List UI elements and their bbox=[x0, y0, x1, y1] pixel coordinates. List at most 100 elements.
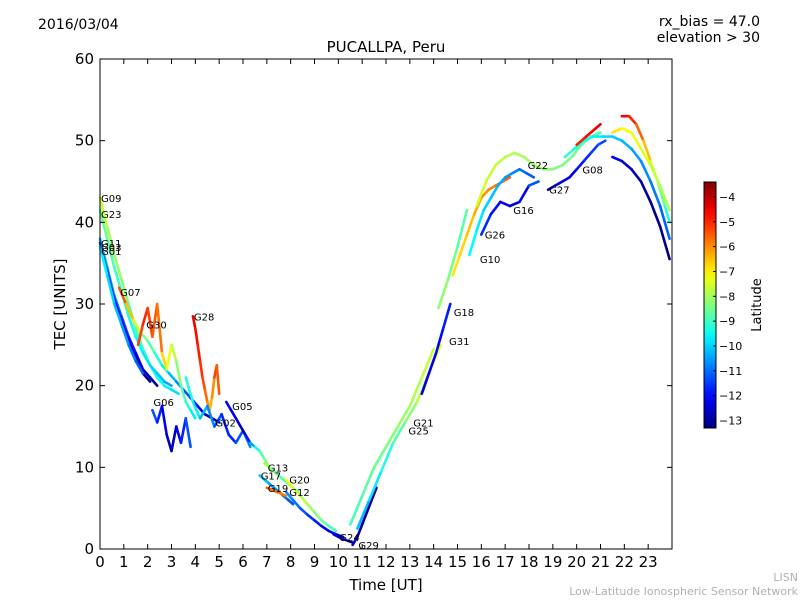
colorbar-tick-label: −13 bbox=[719, 415, 742, 428]
x-tick-label: 18 bbox=[519, 553, 538, 571]
trace-segment bbox=[113, 298, 123, 322]
trace-segment bbox=[634, 123, 645, 142]
trace-segment bbox=[291, 486, 302, 498]
colorbar-tick-label: −6 bbox=[719, 241, 735, 254]
trace-segment bbox=[196, 343, 202, 363]
trace-segment bbox=[117, 286, 128, 306]
prn-label: G03 bbox=[101, 243, 121, 254]
trace-segment bbox=[134, 359, 145, 375]
trace-segment bbox=[649, 163, 662, 187]
trace-segment bbox=[124, 302, 135, 322]
colorbar-tick-label: −5 bbox=[719, 216, 735, 229]
trace-segment bbox=[391, 421, 407, 445]
y-tick-label: 0 bbox=[84, 540, 94, 558]
trace-segment bbox=[160, 404, 168, 437]
trace-segment bbox=[499, 200, 512, 208]
trace-segment bbox=[649, 200, 662, 228]
colorbar-tick-label: −10 bbox=[719, 340, 742, 353]
trace-segment bbox=[184, 416, 192, 449]
x-axis-label: Time [UT] bbox=[348, 576, 422, 594]
series-G26 bbox=[468, 168, 536, 257]
prn-label: G26 bbox=[485, 231, 505, 242]
trace-segment bbox=[198, 404, 209, 420]
y-tick-label: 40 bbox=[75, 213, 94, 231]
trace-segment bbox=[630, 168, 643, 183]
trace-segment bbox=[639, 147, 652, 167]
x-tick-label: 17 bbox=[496, 553, 515, 571]
y-tick-label: 20 bbox=[75, 377, 94, 395]
trace-segment bbox=[148, 376, 159, 388]
prn-label: G09 bbox=[101, 194, 121, 205]
x-tick-label: 16 bbox=[472, 553, 491, 571]
credit-text: LISN Low-Latitude Ionospheric Sensor Net… bbox=[569, 571, 798, 599]
series-G18 bbox=[437, 208, 469, 310]
series-G30 bbox=[136, 302, 197, 420]
x-tick-label: 20 bbox=[567, 553, 586, 571]
trace-segment bbox=[508, 200, 521, 208]
trace-segment bbox=[234, 416, 242, 428]
trace-segment bbox=[532, 163, 545, 171]
trace-segment bbox=[420, 372, 431, 396]
x-tick-label: 2 bbox=[143, 553, 153, 571]
y-tick-label: 30 bbox=[75, 295, 94, 313]
trace-segment bbox=[98, 208, 109, 240]
trace-segment bbox=[525, 172, 536, 179]
prn-label: G11 bbox=[101, 239, 121, 250]
trace-segment bbox=[284, 478, 295, 490]
trace-segment bbox=[105, 225, 116, 257]
trace-segment bbox=[306, 502, 316, 514]
trace-segment bbox=[210, 376, 216, 400]
prn-label: G16 bbox=[513, 206, 533, 217]
trace-segment bbox=[284, 490, 295, 502]
prn-label: G30 bbox=[146, 320, 166, 331]
data-layer bbox=[98, 114, 671, 547]
trace-segment bbox=[396, 404, 412, 428]
trace-segment bbox=[151, 408, 159, 424]
series-trace-30 bbox=[611, 127, 671, 212]
trace-segment bbox=[611, 155, 624, 163]
trace-segment bbox=[170, 425, 178, 453]
trace-segment bbox=[165, 433, 173, 453]
y-tick-label: 50 bbox=[75, 132, 94, 150]
trace-segment bbox=[298, 494, 309, 506]
trace-segment bbox=[489, 200, 502, 216]
x-tick-label: 7 bbox=[262, 553, 272, 571]
trace-segment bbox=[360, 465, 376, 498]
trace-segment bbox=[594, 123, 602, 130]
trace-segment bbox=[306, 513, 316, 522]
trace-segment bbox=[206, 404, 216, 428]
trace-segment bbox=[487, 184, 497, 191]
series-G16 bbox=[479, 180, 540, 236]
colorbar-scale bbox=[703, 181, 717, 429]
trace-segment bbox=[384, 425, 400, 449]
trace-segment bbox=[239, 425, 247, 437]
trace-segment bbox=[182, 388, 192, 400]
trace-segment bbox=[360, 510, 369, 526]
trace-segment bbox=[546, 184, 557, 191]
trace-segment bbox=[663, 204, 671, 224]
trace-segment bbox=[120, 318, 130, 343]
trace-segment bbox=[163, 380, 173, 388]
colorbar-tick-label: −11 bbox=[719, 365, 742, 378]
trace-segment bbox=[155, 302, 164, 355]
x-tick-label: 19 bbox=[543, 553, 562, 571]
prn-label: G02 bbox=[215, 418, 235, 429]
trace-segment bbox=[596, 139, 607, 147]
trace-segment bbox=[165, 343, 173, 371]
trace-segment bbox=[379, 441, 395, 473]
x-tick-label: 21 bbox=[591, 553, 610, 571]
trace-segment bbox=[570, 143, 583, 159]
series-trace-28 bbox=[611, 155, 671, 261]
trace-segment bbox=[286, 498, 295, 506]
trace-segment bbox=[120, 278, 130, 306]
trace-segment bbox=[313, 510, 323, 522]
trace-segment bbox=[134, 351, 145, 371]
x-tick-label: 8 bbox=[286, 553, 296, 571]
trace-segment bbox=[484, 163, 497, 183]
trace-segment bbox=[482, 196, 493, 212]
trace-segment bbox=[434, 327, 445, 355]
prn-label: G22 bbox=[528, 161, 548, 172]
colorbar-tick-label: −9 bbox=[719, 315, 735, 328]
prn-label: G07 bbox=[120, 288, 140, 299]
